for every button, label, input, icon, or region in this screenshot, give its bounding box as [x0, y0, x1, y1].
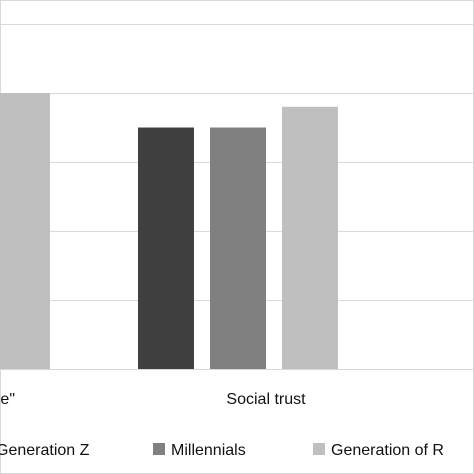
category-labels: e" Social trust [0, 391, 306, 408]
legend-swatch-millennials [153, 443, 165, 455]
bar-generation-of-r-0 [0, 93, 50, 369]
category-label-0: e" [0, 391, 15, 408]
legend-swatch-generation-of-r [313, 443, 325, 455]
bar-generation-z-1 [138, 127, 194, 369]
gridlines [0, 24, 474, 370]
legend-label-generation-of-r: Generation of R [331, 442, 444, 459]
legend-label-millennials: Millennials [171, 442, 246, 459]
bar-generation-of-r-1 [282, 106, 338, 370]
legend-label-generation-z: Generation Z [0, 442, 90, 459]
category-label-1: Social trust [226, 391, 306, 408]
bars [0, 93, 338, 370]
legend: Generation Z Millennials Generation of R [0, 442, 444, 459]
bar-millennials-1 [210, 127, 266, 369]
